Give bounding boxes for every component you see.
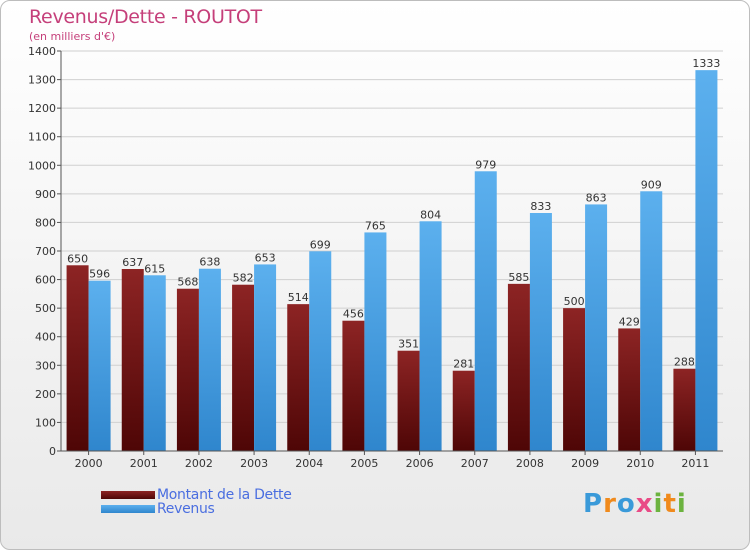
bar-revenus-2004 [309,251,332,451]
data-label-revenus-2002: 638 [199,256,220,269]
data-label-debt-2006: 351 [398,338,419,351]
x-tick-label-2009: 2009 [571,457,599,470]
bar-debt-2001 [121,269,144,451]
legend-item-debt: Montant de la Dette [101,487,292,503]
data-label-revenus-2005: 765 [365,219,386,232]
data-label-debt-2003: 582 [233,272,254,285]
y-tick-label-100: 100 [35,416,56,429]
x-tick-label-2002: 2002 [185,457,213,470]
legend-swatch-revenus [101,505,155,513]
y-tick-label-600: 600 [35,274,56,287]
chart-subtitle: (en milliers d'€) [29,30,116,43]
grid-lines [61,50,723,452]
logo-letter-2: o [616,489,636,519]
legend-label-debt: Montant de la Dette [157,487,292,503]
x-tick-label-2004: 2004 [295,457,323,470]
logo-letter-1: r [603,489,617,519]
x-tick-label-2000: 2000 [75,457,103,470]
data-label-debt-2011: 288 [674,356,695,369]
y-tick-label-900: 900 [35,188,56,201]
bar-revenus-2009 [585,204,608,451]
bar-debt-2007 [452,370,475,451]
y-tick-label-1000: 1000 [28,159,56,172]
data-label-revenus-2003: 653 [255,251,276,264]
x-tick-label-2008: 2008 [516,457,544,470]
data-label-revenus-2009: 863 [586,191,607,204]
logo-letter-3: x [635,489,654,519]
y-tick-label-1400: 1400 [28,45,56,58]
bar-revenus-2003 [254,264,277,451]
bar-revenus-2005 [364,232,387,451]
data-label-debt-2004: 514 [288,291,309,304]
bar-revenus-2001 [143,275,166,451]
bar-debt-2005 [342,320,365,451]
bar-revenus-2002 [198,268,221,451]
legend-label-revenus: Revenus [157,501,215,517]
y-tick-label-400: 400 [35,331,56,344]
axes: 0 100 200 300 400 500 600 700 800 900 1000 1100 1200… [28,45,723,470]
logo-letter-4: i [653,489,664,519]
data-label-revenus-2001: 615 [144,262,165,275]
data-label-debt-2005: 456 [343,308,364,321]
x-tick-label-2001: 2001 [130,457,158,470]
bar-revenus-2007 [474,171,497,452]
bar-debt-2004 [287,304,310,451]
x-tick-label-2007: 2007 [461,457,489,470]
data-label-debt-2001: 637 [122,256,143,269]
data-label-revenus-2000: 596 [89,268,110,281]
bar-revenus-2010 [640,191,663,452]
data-label-revenus-2004: 699 [310,238,331,251]
bar-debt-2000 [66,265,89,451]
bar-debt-2011 [673,368,696,451]
y-tick-label-1300: 1300 [28,74,56,87]
logo-letter-6: i [676,489,687,519]
y-tick-label-1200: 1200 [28,102,56,115]
bar-debt-2009 [563,308,586,451]
data-label-revenus-2010: 909 [641,178,662,191]
data-label-debt-2007: 281 [453,358,474,371]
data-label-revenus-2011: 1333 [692,57,720,70]
data-label-revenus-2007: 979 [475,158,496,171]
bar-debt-2008 [507,283,530,451]
data-label-debt-2002: 568 [177,276,198,289]
logo-letter-5: t [663,489,677,519]
data-label-debt-2008: 585 [508,271,529,284]
y-tick-label-200: 200 [35,388,56,401]
x-tick-label-2010: 2010 [626,457,654,470]
bar-revenus-2008 [529,213,552,451]
bar-debt-2003 [232,284,255,451]
y-tick-label-300: 300 [35,359,56,372]
bar-debt-2010 [618,328,641,451]
bar-revenus-2011 [695,70,718,452]
x-tick-label-2011: 2011 [681,457,709,470]
data-label-debt-2009: 500 [564,295,585,308]
chart-title: Revenus/Dette - ROUTOT [29,6,262,28]
data-label-debt-2000: 650 [67,252,88,265]
bars [66,70,718,452]
x-tick-label-2006: 2006 [406,457,434,470]
y-tick-label-700: 700 [35,245,56,258]
y-tick-label-800: 800 [35,216,56,229]
bar-debt-2002 [176,288,199,451]
y-tick-label-1100: 1100 [28,131,56,144]
legend-item-revenus: Revenus [101,501,215,517]
x-tick-label-2003: 2003 [240,457,268,470]
bar-revenus-2000 [88,280,111,451]
logo-letter-0: P [583,489,604,519]
data-label-revenus-2006: 804 [420,208,441,221]
bar-revenus-2006 [419,221,442,451]
bar-debt-2006 [397,350,420,451]
data-label-revenus-2008: 833 [530,200,551,213]
x-tick-label-2005: 2005 [350,457,378,470]
y-tick-label-500: 500 [35,302,56,315]
data-label-debt-2010: 429 [619,315,640,328]
proxiti-logo: Proxiti [583,489,687,519]
legend-swatch-debt [101,491,155,499]
y-tick-label-0: 0 [49,445,56,458]
